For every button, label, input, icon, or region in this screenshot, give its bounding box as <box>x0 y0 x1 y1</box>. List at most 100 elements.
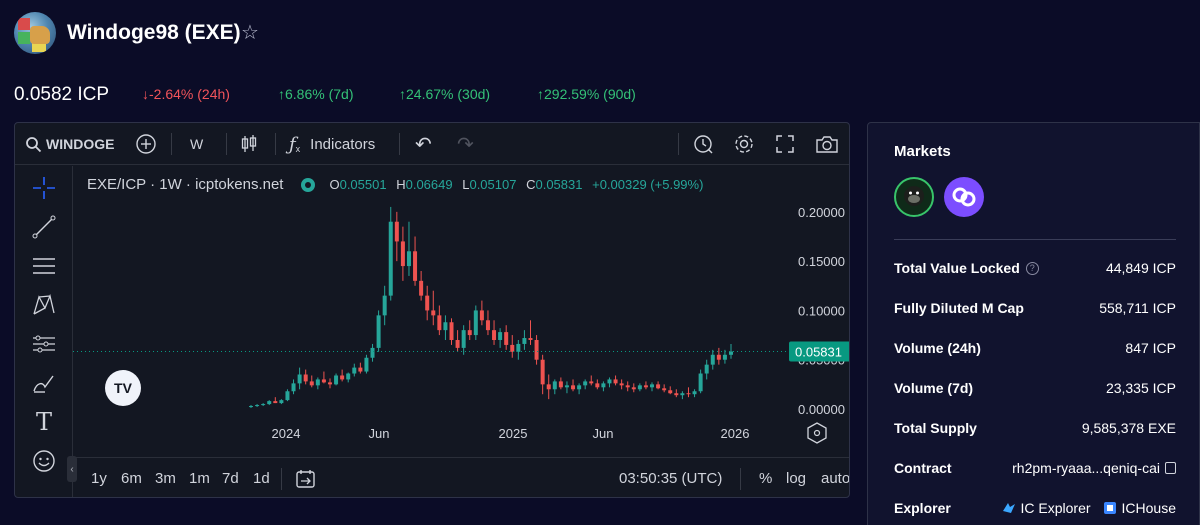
stat-value: 847 ICP <box>1125 340 1176 356</box>
price-chart[interactable]: 0.200000.150000.100000.050000.000000.058… <box>73 166 849 456</box>
bottom-separator <box>740 468 741 490</box>
copy-icon[interactable] <box>1165 462 1176 474</box>
interval-button[interactable]: W <box>190 136 204 152</box>
stat-label: Volume (7d) <box>894 380 974 396</box>
toolbar-separator <box>678 133 679 155</box>
arrow-up-icon: ↑ <box>537 86 544 102</box>
collapse-toolbar-button[interactable]: ‹ <box>67 456 77 482</box>
candle-body <box>291 383 296 392</box>
calendar-icon[interactable] <box>295 468 317 494</box>
screenshot-button[interactable] <box>815 123 839 165</box>
candle-body <box>327 382 332 385</box>
undo-icon[interactable]: ↶ <box>415 133 432 156</box>
range-1d[interactable]: 1d <box>253 470 270 487</box>
candle-body <box>352 367 357 374</box>
redo-icon[interactable]: ↷ <box>457 133 474 156</box>
favorite-star-icon[interactable]: ☆ <box>241 22 259 44</box>
brush-icon[interactable] <box>30 369 58 397</box>
percent-toggle[interactable]: % <box>759 470 773 487</box>
market-icon-link[interactable] <box>944 177 984 217</box>
last-price-tag <box>789 341 849 362</box>
ic-explorer-icon <box>1002 503 1015 513</box>
drawing-toolbar: T ‹ <box>15 166 77 497</box>
stat-explorer: Explorer IC Explorer ICHouse <box>894 500 1176 516</box>
camera-icon <box>816 136 838 153</box>
ichouse-link[interactable]: ICHouse <box>1103 500 1176 516</box>
symbol-search-button[interactable]: WINDOGE <box>25 123 114 165</box>
x-tick-label: 2025 <box>499 426 528 441</box>
stat-fdmc: Fully Diluted M Cap 558,711 ICP <box>894 300 1176 316</box>
candle-body <box>686 393 691 395</box>
candle-body <box>309 381 314 386</box>
candle-body <box>716 354 721 360</box>
stat-tvl: Total Value Locked? 44,849 ICP <box>894 260 1176 276</box>
candle-body <box>613 379 618 384</box>
candle-body <box>400 241 405 267</box>
candle-body <box>261 404 266 406</box>
fullscreen-button[interactable] <box>775 123 795 165</box>
divider <box>894 239 1176 240</box>
change-value: +0.00329 (+5.99%) <box>592 177 704 192</box>
candle-body <box>698 373 703 392</box>
avatar-tile-red <box>18 18 30 30</box>
stat-volume-24h: Volume (24h) 847 ICP <box>894 340 1176 356</box>
stat-value: 558,711 ICP <box>1099 300 1176 316</box>
markets-panel: Markets Total Value Locked? 44,849 ICP F… <box>867 122 1200 525</box>
avatar-dog <box>30 26 50 44</box>
change-90d-text: 292.59% (90d) <box>544 86 636 102</box>
utc-time[interactable]: 03:50:35 (UTC) <box>619 470 723 487</box>
market-icon-gorilla[interactable] <box>894 177 934 217</box>
candle-body <box>692 391 697 395</box>
candle-body <box>601 383 606 388</box>
candle-body <box>589 381 594 384</box>
compare-button[interactable] <box>135 123 157 165</box>
chart-type-button[interactable] <box>240 123 258 165</box>
log-toggle[interactable]: log <box>786 470 807 487</box>
candle-body <box>315 379 320 386</box>
text-tool-icon[interactable]: T <box>35 408 52 436</box>
fib-retracement-icon[interactable] <box>30 252 58 280</box>
range-1m[interactable]: 1m <box>189 470 210 487</box>
range-6m[interactable]: 6m <box>121 470 142 487</box>
range-1y[interactable]: 1y <box>91 470 107 487</box>
candle-body <box>516 343 521 352</box>
candle-body <box>674 393 679 396</box>
range-7d[interactable]: 7d <box>222 470 239 487</box>
stat-value: 9,585,378 EXE <box>1081 420 1176 436</box>
candle-body <box>710 354 715 365</box>
candle-body <box>722 354 727 360</box>
alert-button[interactable] <box>693 123 715 165</box>
candle-body <box>607 379 612 384</box>
tradingview-logo[interactable]: TV <box>105 370 141 406</box>
gear-icon <box>735 135 753 153</box>
contract-address[interactable]: rh2pm-ryaaa...qeniq-cai <box>1012 460 1160 476</box>
pattern-icon[interactable] <box>30 291 58 319</box>
crosshair-icon[interactable] <box>30 174 58 202</box>
candle-body <box>449 322 454 340</box>
candle-body <box>419 280 424 296</box>
candle-body <box>321 379 326 383</box>
axis-settings-icon <box>807 422 827 444</box>
auto-toggle[interactable]: auto <box>821 470 850 487</box>
info-icon[interactable]: ? <box>1025 261 1039 275</box>
ichouse-icon <box>1103 502 1116 514</box>
stat-label: Volume (24h) <box>894 340 981 356</box>
candle-body <box>704 364 709 374</box>
candle-body <box>595 383 600 388</box>
toolbar-separator <box>226 133 227 155</box>
candle-body <box>382 295 387 316</box>
status-dot-icon <box>301 177 316 192</box>
trend-line-icon[interactable] <box>30 213 58 241</box>
forecast-icon[interactable] <box>30 330 58 358</box>
ic-explorer-link[interactable]: IC Explorer <box>1002 500 1091 516</box>
candle-body <box>650 384 655 388</box>
stat-label: Total Supply <box>894 420 977 436</box>
emoji-icon[interactable] <box>30 447 58 475</box>
range-3m[interactable]: 3m <box>155 470 176 487</box>
candle-body <box>662 388 667 391</box>
settings-button[interactable] <box>733 123 755 165</box>
token-avatar <box>14 12 56 54</box>
